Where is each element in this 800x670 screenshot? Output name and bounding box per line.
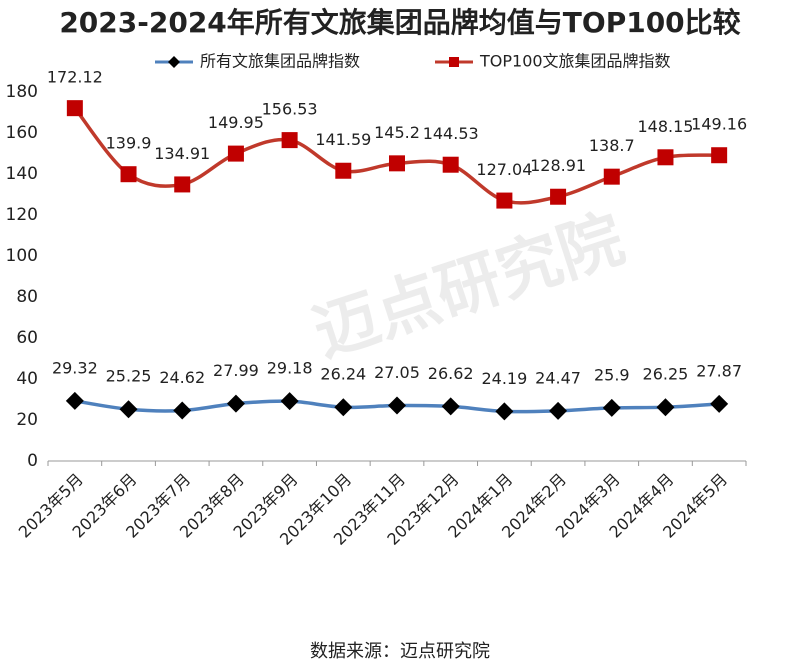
- point-marker: [226, 394, 245, 413]
- point-marker: [173, 401, 192, 420]
- data-label: 27.99: [213, 361, 259, 380]
- point-marker: [550, 188, 567, 205]
- legend-label: 所有文旅集团品牌指数: [200, 52, 360, 71]
- point-marker: [65, 391, 84, 410]
- data-label: 149.95: [208, 113, 264, 132]
- data-label: 24.47: [535, 368, 581, 387]
- y-tick-label: 40: [16, 369, 38, 389]
- legend-marker: [168, 56, 180, 68]
- point-marker: [334, 398, 353, 417]
- data-label: 27.87: [696, 361, 742, 380]
- data-label: 138.7: [589, 136, 635, 155]
- point-marker: [66, 100, 83, 117]
- point-marker: [335, 162, 352, 179]
- point-marker: [388, 396, 406, 415]
- data-label: 134.91: [154, 144, 210, 163]
- point-marker: [496, 192, 513, 209]
- point-marker: [656, 398, 675, 417]
- point-marker: [119, 400, 138, 419]
- data-label: 26.24: [320, 365, 366, 384]
- data-label: 25.9: [594, 365, 630, 384]
- point-marker: [602, 398, 621, 417]
- point-marker: [120, 166, 137, 183]
- y-tick-label: 120: [6, 205, 38, 225]
- data-label: 156.53: [262, 100, 318, 119]
- source-note: 数据来源：迈点研究院: [310, 641, 490, 662]
- data-label: 26.62: [428, 364, 474, 383]
- data-label: 26.25: [643, 365, 689, 384]
- legend-label: TOP100文旅集团品牌指数: [479, 52, 671, 71]
- y-tick-label: 160: [6, 123, 38, 143]
- point-marker: [441, 397, 460, 416]
- point-marker: [174, 176, 191, 193]
- point-marker: [657, 149, 674, 166]
- y-tick-label: 180: [6, 82, 38, 102]
- data-label: 148.15: [637, 117, 693, 136]
- y-tick-label: 140: [6, 164, 38, 184]
- data-label: 127.04: [476, 160, 532, 179]
- point-marker: [603, 168, 620, 185]
- y-tick-label: 20: [16, 410, 38, 430]
- point-marker: [227, 145, 244, 162]
- data-label: 145.2: [374, 123, 420, 142]
- chart-title: 2023-2024年所有文旅集团品牌均值与TOP100比较: [59, 6, 740, 39]
- data-label: 172.12: [47, 68, 103, 87]
- data-label: 24.62: [159, 368, 205, 387]
- point-marker: [442, 156, 459, 173]
- data-label: 24.19: [481, 369, 527, 388]
- data-label: 139.9: [106, 134, 152, 153]
- point-marker: [710, 394, 729, 413]
- data-label: 27.05: [374, 363, 420, 382]
- data-label: 29.18: [267, 359, 313, 378]
- point-marker: [711, 147, 728, 164]
- data-label: 128.91: [530, 156, 586, 175]
- data-label: 29.32: [52, 358, 98, 377]
- point-marker: [549, 401, 568, 420]
- y-tick-label: 0: [27, 451, 38, 471]
- y-tick-label: 100: [6, 246, 38, 266]
- legend-marker: [449, 57, 459, 67]
- data-label: 25.25: [106, 367, 152, 386]
- point-marker: [280, 392, 299, 411]
- y-tick-label: 60: [16, 328, 38, 348]
- point-marker: [389, 155, 405, 172]
- watermark: 迈点研究院: [305, 202, 632, 371]
- data-label: 141.59: [315, 130, 371, 149]
- y-tick-label: 80: [16, 287, 38, 307]
- data-label: 144.53: [423, 124, 479, 143]
- point-marker: [281, 132, 298, 149]
- data-label: 149.16: [691, 115, 747, 134]
- point-marker: [495, 402, 514, 421]
